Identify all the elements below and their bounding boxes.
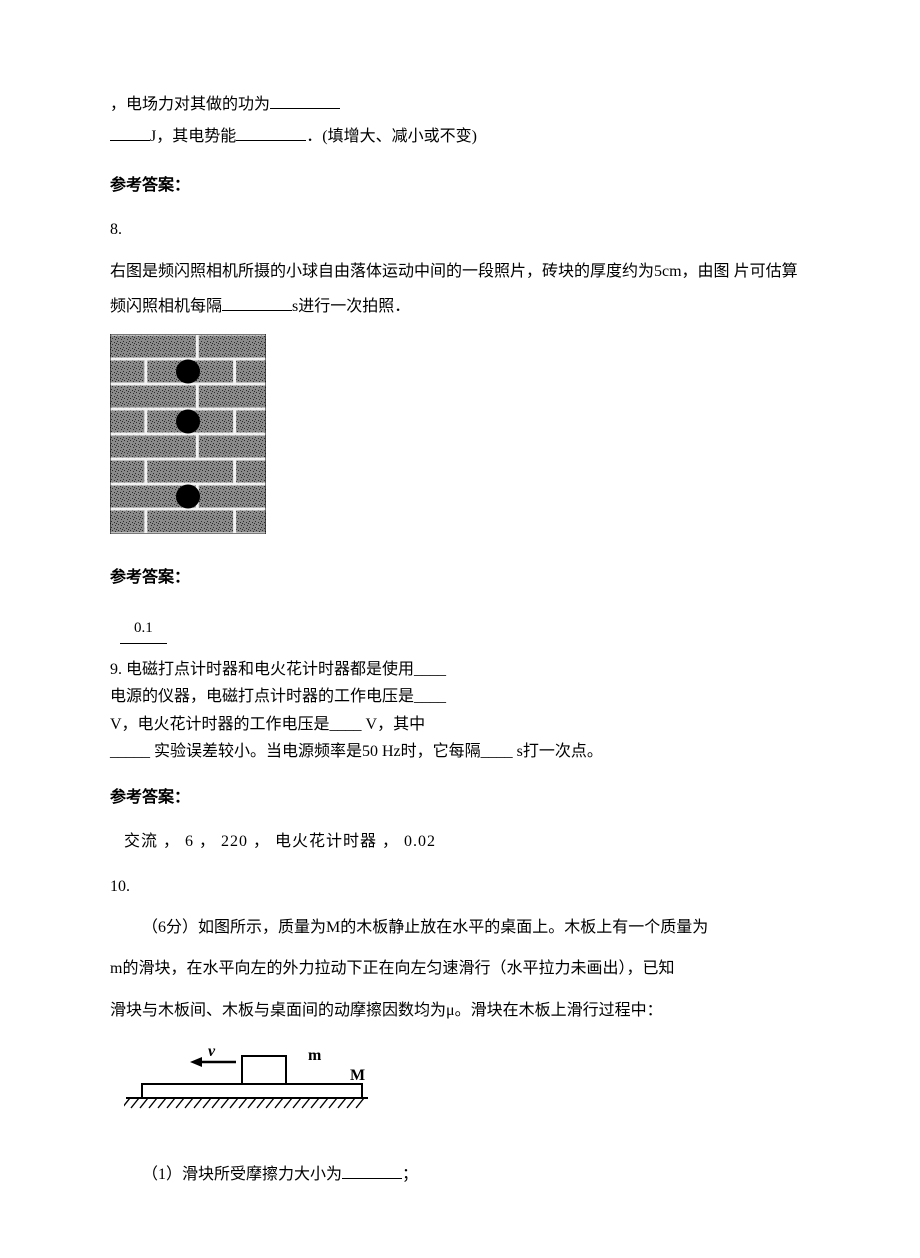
- q10-p1: （6分）如图所示，质量为M的木板静止放在水平的桌面上。木板上有一个质量为: [110, 910, 810, 945]
- q10-p2: m的滑块，在水平向左的外力拉动下正在向左匀速滑行（水平拉力未画出），已知: [110, 951, 810, 986]
- block-on-board-icon: v m M: [124, 1046, 384, 1120]
- brick-wall-icon: [110, 334, 266, 534]
- q9-line1: 9. 电磁打点计时器和电火花计时器都是使用____: [110, 656, 810, 683]
- q9-answer-heading: 参考答案：: [110, 783, 810, 813]
- q9-answer-text: 交流 ， 6 ， 220 ， 电火花计时器 ， 0.02: [124, 827, 810, 857]
- q9-line3: V，电火花计时器的工作电压是____ V，其中: [110, 711, 810, 738]
- q9-line2: 电源的仪器，电磁打点计时器的工作电压是____: [110, 683, 810, 710]
- q10-number: 10.: [110, 872, 810, 902]
- q10-sub1-pre: （1）滑块所受摩擦力大小为: [142, 1166, 342, 1183]
- q8-body-b-post: s进行一次拍照．: [292, 298, 410, 315]
- q8-answer-heading: 参考答案：: [110, 563, 810, 593]
- q10-p3: 滑块与木板间、木板与桌面间的动摩擦因数均为μ。滑块在木板上滑行过程中：: [110, 993, 810, 1028]
- q8-body: 右图是频闪照相机所摄的小球自由落体运动中间的一段照片，砖块的厚度约为5cm，由图…: [110, 254, 810, 324]
- q7-blank-j: [110, 125, 150, 141]
- q7-line1-text: ，电场力对其做的功为: [110, 96, 270, 113]
- q10-sub1-post: ；: [402, 1166, 418, 1183]
- q9-line4: _____ 实验误差较小。当电源频率是50 Hz时，它每隔____ s打一次点。: [110, 738, 810, 765]
- q8-figure: [110, 334, 810, 545]
- q8-body-a: 右图是频闪照相机所摄的小球自由落体运动中间的一段照片，砖块的厚度约为5cm，由图: [110, 263, 730, 280]
- svg-text:M: M: [350, 1067, 365, 1084]
- q7-blank-pe: [236, 125, 306, 141]
- q7-line2-post: ．(填增大、减小或不变): [306, 128, 477, 145]
- q8-answer-value: 0.1: [120, 614, 167, 645]
- q7-line1: ，电场力对其做的功为: [110, 90, 810, 120]
- q7-line2-pre: J，其电势能: [150, 128, 236, 145]
- q8-number: 8.: [110, 215, 810, 245]
- svg-text:v: v: [208, 1046, 216, 1060]
- q9-body: 9. 电磁打点计时器和电火花计时器都是使用____ 电源的仪器，电磁打点计时器的…: [110, 656, 810, 765]
- q10-figure: v m M: [124, 1046, 810, 1131]
- q7-blank-work: [270, 93, 340, 109]
- q10-sub1: （1）滑块所受摩擦力大小为 ；: [110, 1157, 810, 1192]
- q8-blank-interval: [222, 295, 292, 311]
- q10-sub1-blank: [342, 1163, 402, 1179]
- q7-answer-heading: 参考答案：: [110, 171, 810, 201]
- q7-line2: J，其电势能 ．(填增大、减小或不变): [110, 122, 810, 152]
- svg-text:m: m: [308, 1047, 322, 1064]
